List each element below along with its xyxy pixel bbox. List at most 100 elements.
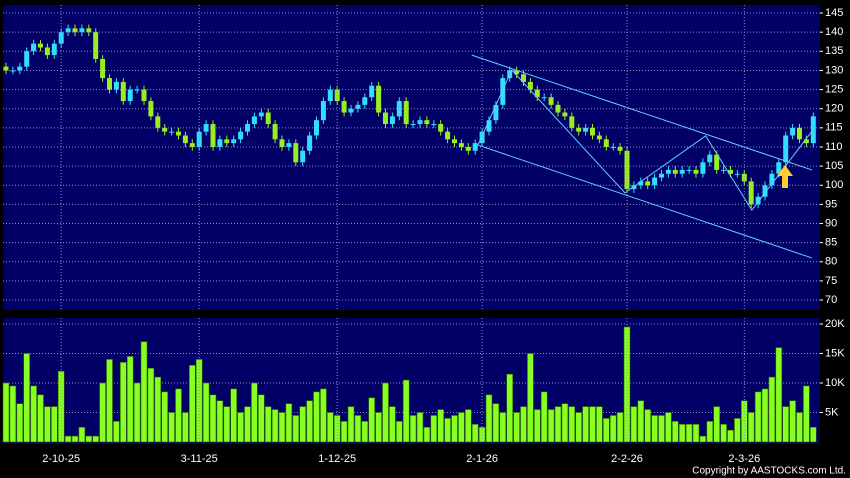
- volume-bar: [485, 394, 493, 443]
- volume-bar: [658, 415, 665, 443]
- volume-bar: [506, 373, 514, 443]
- volume-bar: [23, 353, 31, 443]
- candle-body: [176, 131, 181, 136]
- candle-body: [755, 196, 761, 205]
- volume-bar: [651, 415, 658, 443]
- volume-bar: [471, 423, 479, 443]
- volume-bar: [582, 406, 589, 443]
- volume-bar: [616, 412, 624, 443]
- candle-body: [224, 139, 230, 144]
- candle-body: [541, 97, 547, 99]
- volume-bar: [361, 421, 369, 443]
- candle-body: [320, 101, 326, 121]
- candle-body: [548, 97, 554, 105]
- candle-body: [314, 120, 319, 136]
- y-tick-label: 80: [825, 256, 837, 268]
- volume-bar: [64, 435, 72, 443]
- volume-bar: [189, 364, 196, 443]
- trendline: [477, 69, 813, 211]
- candle-body: [189, 143, 195, 147]
- candle-body: [31, 43, 37, 52]
- volume-bar: [113, 421, 120, 443]
- y-tick-label: 10K: [825, 377, 845, 389]
- volume-bar: [809, 426, 817, 443]
- volume-bar: [713, 406, 721, 443]
- candle-body: [424, 120, 430, 125]
- volume-bar: [230, 388, 237, 443]
- candle-body: [362, 97, 368, 105]
- arrow-icon: [777, 165, 793, 188]
- volume-bar: [568, 406, 576, 443]
- candle-body: [438, 124, 444, 132]
- candle-body: [748, 181, 754, 205]
- y-tick-label: 140: [825, 26, 843, 38]
- y-tick-label: 90: [825, 217, 837, 229]
- candle-body: [555, 104, 561, 113]
- volume-bar: [685, 423, 693, 443]
- candle-body: [272, 124, 278, 140]
- copyright: Copyright by AASTOCKS.com Ltd.: [692, 466, 846, 477]
- trendline: [477, 144, 813, 259]
- volume-bar: [292, 415, 300, 443]
- candle-body: [493, 104, 499, 121]
- volume-bar: [216, 400, 224, 443]
- candle-body: [714, 154, 720, 170]
- volume-bar: [257, 394, 265, 443]
- candle-body: [486, 120, 492, 132]
- candle-body: [431, 124, 437, 126]
- candle-body: [410, 124, 416, 126]
- candle-body: [679, 169, 685, 174]
- candle-body: [24, 51, 30, 67]
- volume-bar: [264, 406, 272, 443]
- volume-bar: [50, 406, 58, 443]
- volume-bar: [775, 347, 783, 443]
- candle-body: [728, 169, 733, 174]
- candle-body: [300, 150, 306, 163]
- candle-body: [521, 74, 526, 82]
- volume-bar: [9, 385, 17, 443]
- candle-body: [645, 181, 651, 186]
- volume-bar: [140, 341, 148, 443]
- volume-bar: [602, 418, 610, 443]
- candle-body: [348, 108, 354, 113]
- candle-body: [231, 139, 237, 144]
- candle-body: [10, 70, 16, 72]
- candle-body: [514, 70, 520, 75]
- candle-body: [155, 116, 161, 128]
- trendline: [471, 54, 813, 171]
- candle-body: [127, 89, 133, 102]
- volume-bar: [30, 385, 37, 443]
- candle-body: [700, 162, 706, 174]
- candle-body: [196, 131, 202, 147]
- volume-bar: [527, 353, 534, 443]
- candle-body: [610, 146, 616, 148]
- volume-bar: [78, 426, 86, 443]
- candle-body: [672, 169, 678, 174]
- candle-body: [776, 162, 782, 174]
- volume-bar: [540, 391, 548, 443]
- volume-bar: [120, 362, 127, 443]
- volume-bar: [347, 406, 355, 443]
- volume-bar: [734, 418, 741, 443]
- volume-bar: [589, 406, 596, 443]
- candle-body: [355, 104, 361, 109]
- candle-body: [265, 112, 271, 125]
- x-tick-label: 2-1-26: [466, 453, 498, 465]
- candle-body: [810, 116, 816, 144]
- volume-bar: [727, 429, 734, 443]
- volume-bar: [92, 435, 99, 443]
- candle-body: [403, 101, 409, 125]
- volume-bar: [271, 409, 279, 443]
- volume-bar: [409, 415, 417, 443]
- volume-bar: [692, 423, 700, 443]
- volume-bar: [285, 403, 293, 443]
- candle-body: [86, 28, 92, 33]
- candle-body: [79, 28, 85, 33]
- volume-bar: [326, 412, 334, 443]
- volume-bar: [278, 412, 286, 443]
- candle-body: [707, 154, 713, 163]
- y-tick-label: 115: [825, 122, 843, 134]
- volume-bar: [85, 435, 93, 443]
- candle-body: [51, 43, 57, 56]
- candle-body: [721, 169, 727, 171]
